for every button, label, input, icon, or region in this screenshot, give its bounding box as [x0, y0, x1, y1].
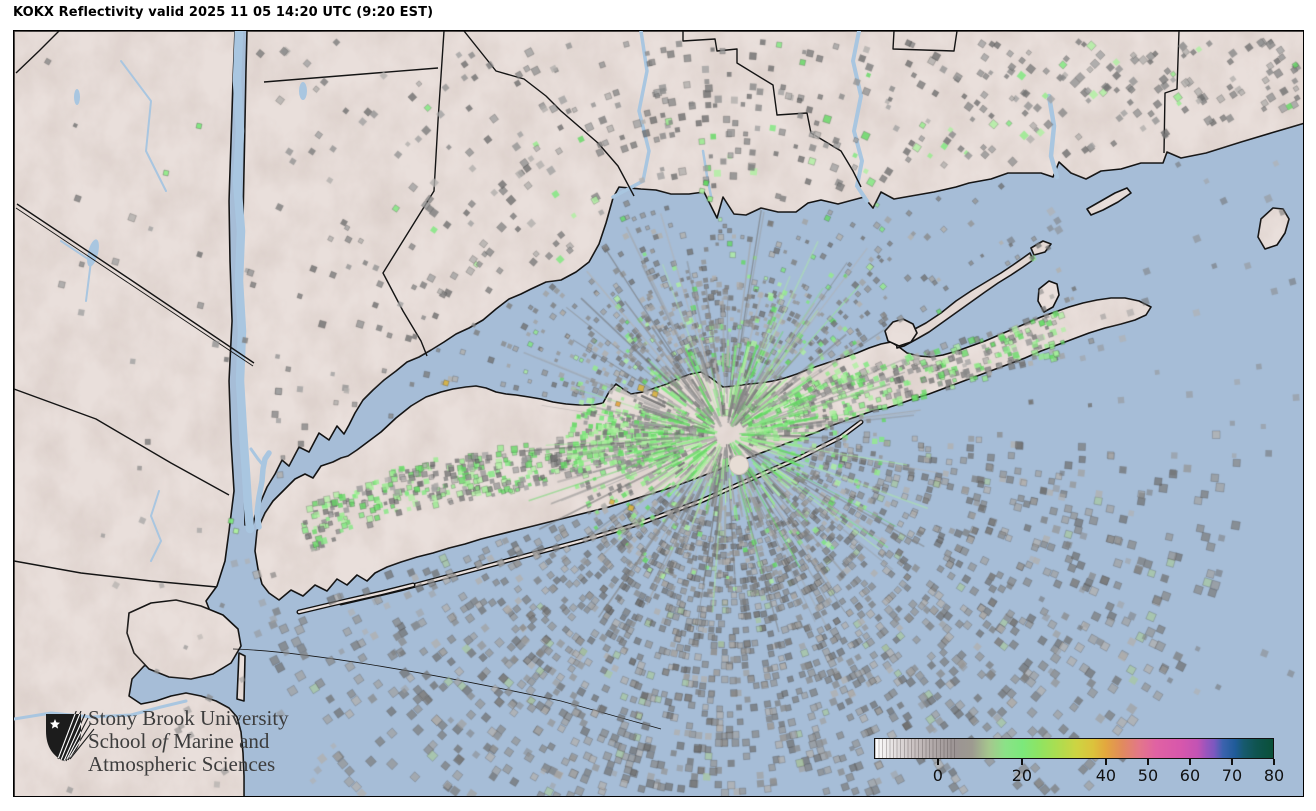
colorbar-tick-mark — [1189, 759, 1191, 765]
colorbar-tick-mark — [1021, 759, 1023, 765]
colorbar-tick-mark — [1273, 759, 1275, 765]
colorbar-tick-label: 0 — [932, 766, 943, 785]
colorbar-gradient — [874, 738, 1274, 759]
reflectivity-colorbar: 0 20 40 50 60 70 80 — [874, 738, 1284, 796]
radar-site-marker — [729, 455, 749, 475]
colorbar-tick-mark — [1105, 759, 1107, 765]
colorbar-tick-label: 80 — [1263, 766, 1285, 785]
colorbar-tick-label: 20 — [1011, 766, 1033, 785]
colorbar-tick-mark — [937, 759, 939, 765]
logo-line-1: Stony Brook University — [88, 706, 289, 730]
colorbar-tick-label: 50 — [1137, 766, 1159, 785]
logo-line-3: Atmospheric Sciences — [88, 752, 276, 776]
colorbar-tick-label: 40 — [1095, 766, 1117, 785]
colorbar-tick-label: 60 — [1179, 766, 1201, 785]
map-title: KOKX Reflectivity valid 2025 11 05 14:20… — [13, 5, 434, 20]
colorbar-tick-label: 70 — [1221, 766, 1243, 785]
shield-star-icon — [50, 719, 60, 729]
colorbar-tick-mark — [1231, 759, 1233, 765]
radar-map-panel: 0 20 40 50 60 70 80 Stony Brook University Sch… — [13, 30, 1304, 797]
colorbar-stripes — [875, 739, 956, 758]
logo-line-2: School of Marine and — [88, 729, 270, 753]
stonybrook-logo-text: Stony Brook University School of Marine … — [88, 707, 289, 776]
stonybrook-shield-icon — [46, 711, 95, 762]
colorbar-tick-mark — [1147, 759, 1149, 765]
radar-echo-layer — [14, 31, 1303, 796]
